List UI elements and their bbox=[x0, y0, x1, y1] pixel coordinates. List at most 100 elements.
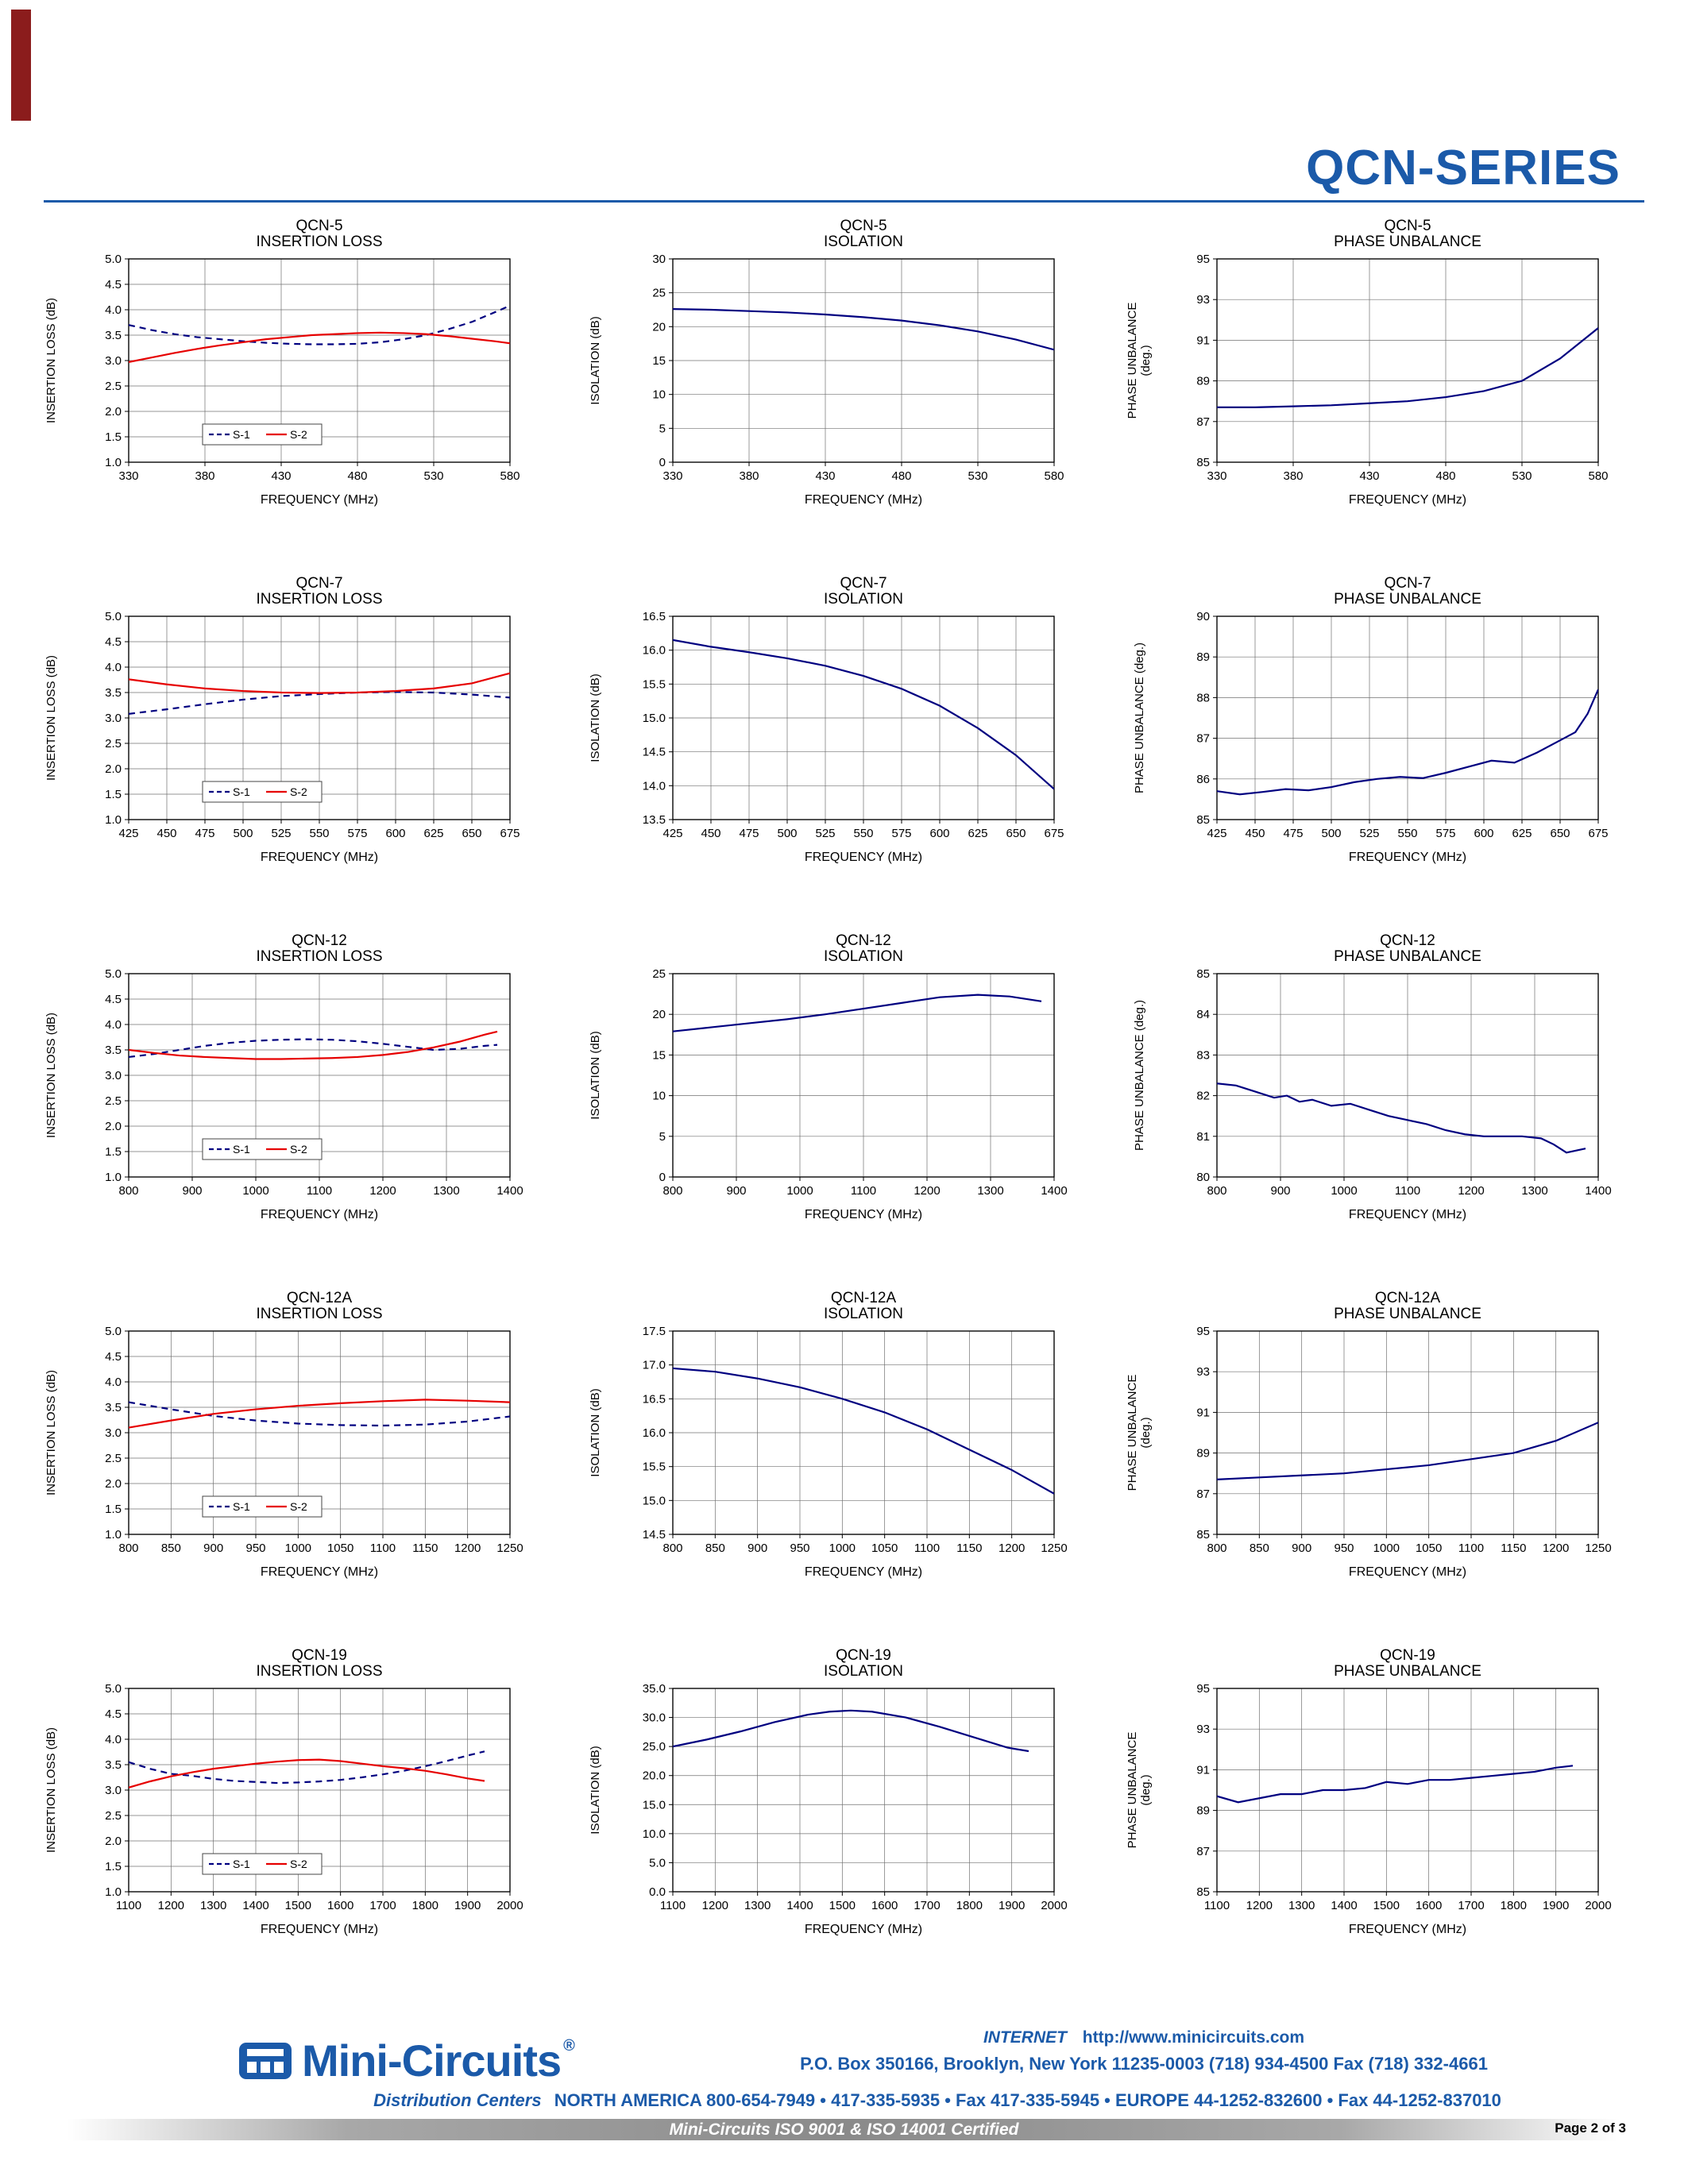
y-tick-label: 95 bbox=[1196, 253, 1210, 266]
distribution-centers-text: NORTH AMERICA 800-654-7949 • 417-335-593… bbox=[554, 2090, 1501, 2110]
x-tick-label: 850 bbox=[1250, 1542, 1269, 1555]
y-tick-label: 1.5 bbox=[105, 1860, 122, 1873]
x-tick-label: 1100 bbox=[370, 1542, 396, 1555]
x-axis-label: FREQUENCY (MHz) bbox=[1349, 1208, 1466, 1221]
y-tick-label: 25.0 bbox=[643, 1740, 666, 1754]
series-s-2 bbox=[129, 1030, 498, 1060]
legend-box bbox=[202, 1138, 323, 1160]
y-tick-label: 2.0 bbox=[105, 1120, 122, 1133]
x-tick-label: 1900 bbox=[454, 1899, 481, 1912]
x-tick-label: 1300 bbox=[977, 1184, 1003, 1198]
series-isolation bbox=[673, 994, 1042, 1032]
y-tick-label: 1.0 bbox=[105, 456, 122, 469]
x-tick-label: 625 bbox=[1512, 827, 1532, 840]
x-tick-label: 2000 bbox=[496, 1899, 523, 1912]
chart-subtitle: PHASE UNBALANCE bbox=[1334, 948, 1481, 965]
chart-qcn-7-isolation: QCN-7 ISOLATION 425 450 475 500 525 550 575 600 62… bbox=[581, 570, 1126, 928]
x-tick-label: 800 bbox=[662, 1542, 682, 1555]
x-tick-label: 1300 bbox=[200, 1899, 226, 1912]
y-tick-label: 20 bbox=[652, 320, 666, 334]
x-tick-label: 530 bbox=[1512, 469, 1532, 483]
y-tick-label: 80 bbox=[1196, 1171, 1210, 1184]
y-tick-label: 4.5 bbox=[105, 993, 122, 1006]
x-axis-label: FREQUENCY (MHz) bbox=[261, 851, 378, 864]
y-tick-label: 85 bbox=[1196, 456, 1210, 469]
x-tick-label: 500 bbox=[1321, 827, 1341, 840]
series-isolation bbox=[673, 1709, 1029, 1753]
x-tick-label: 525 bbox=[271, 827, 291, 840]
y-axis-label: (deg.) bbox=[1139, 1417, 1153, 1448]
y-tick-label: 3.5 bbox=[105, 1758, 122, 1772]
y-tick-label: 4.0 bbox=[105, 1376, 122, 1389]
chart-qcn-5-insertion-loss: QCN-5 INSERTION LOSS 330 380 430 480 530 580 1.0… bbox=[37, 213, 581, 570]
y-tick-label: 14.0 bbox=[643, 779, 666, 793]
legend-label: S-1 bbox=[233, 785, 250, 798]
x-tick-label: 950 bbox=[790, 1542, 809, 1555]
x-tick-label: 1600 bbox=[327, 1899, 353, 1912]
x-tick-label: 575 bbox=[347, 827, 367, 840]
x-tick-label: 525 bbox=[815, 827, 835, 840]
y-axis-label: (deg.) bbox=[1139, 345, 1153, 376]
x-tick-label: 1250 bbox=[1041, 1542, 1067, 1555]
x-tick-label: 1100 bbox=[1204, 1899, 1230, 1912]
x-tick-label: 430 bbox=[1359, 469, 1379, 483]
x-tick-label: 1200 bbox=[702, 1899, 728, 1912]
x-tick-label: 1050 bbox=[327, 1542, 353, 1555]
y-tick-label: 15.0 bbox=[643, 712, 666, 725]
x-tick-label: 1700 bbox=[369, 1899, 396, 1912]
y-tick-label: 91 bbox=[1196, 334, 1210, 347]
legend-label: S-1 bbox=[233, 1500, 250, 1513]
chart-subtitle: PHASE UNBALANCE bbox=[1334, 233, 1481, 250]
x-tick-label: 450 bbox=[156, 827, 176, 840]
plot-area bbox=[1216, 258, 1599, 463]
chart-subtitle: PHASE UNBALANCE bbox=[1334, 1306, 1481, 1322]
x-tick-label: 675 bbox=[1588, 827, 1608, 840]
y-tick-label: 82 bbox=[1196, 1090, 1210, 1103]
chart-subtitle: INSERTION LOSS bbox=[256, 1306, 382, 1322]
y-axis-label: PHASE UNBALANCE bbox=[1126, 303, 1139, 419]
y-tick-label: 4.5 bbox=[105, 635, 122, 649]
x-tick-label: 480 bbox=[891, 469, 911, 483]
x-tick-label: 1150 bbox=[412, 1542, 438, 1555]
x-tick-label: 1800 bbox=[1501, 1899, 1527, 1912]
chart-qcn-12-phase-unbalance: QCN-12 PHASE UNBALANCE 800 900 1000 1100 1200 1… bbox=[1126, 928, 1670, 1285]
x-tick-label: 1600 bbox=[871, 1899, 898, 1912]
y-tick-label: 1.5 bbox=[105, 1145, 122, 1159]
y-tick-label: 81 bbox=[1196, 1130, 1210, 1144]
x-tick-label: 425 bbox=[662, 827, 682, 840]
chart-qcn-12a-isolation: QCN-12A ISOLATION 800 850 900 950 1000 1050 1100… bbox=[581, 1285, 1126, 1642]
x-tick-label: 425 bbox=[1207, 827, 1226, 840]
y-tick-label: 0 bbox=[659, 1171, 666, 1184]
x-axis-label: FREQUENCY (MHz) bbox=[805, 851, 922, 864]
y-axis-label: PHASE UNBALANCE bbox=[1126, 1732, 1139, 1849]
x-tick-label: 550 bbox=[309, 827, 329, 840]
y-axis-label: PHASE UNBALANCE bbox=[1126, 1375, 1139, 1491]
series-s-1 bbox=[129, 1401, 510, 1427]
x-tick-label: 1200 bbox=[999, 1542, 1025, 1555]
chart-title: QCN-12 bbox=[292, 932, 347, 949]
x-tick-label: 575 bbox=[1435, 827, 1455, 840]
x-tick-label: 1150 bbox=[1501, 1542, 1526, 1555]
y-tick-label: 87 bbox=[1196, 415, 1210, 429]
chart-subtitle: INSERTION LOSS bbox=[256, 233, 382, 250]
x-tick-label: 330 bbox=[662, 469, 682, 483]
y-tick-label: 5.0 bbox=[105, 1325, 122, 1338]
y-tick-label: 10.0 bbox=[643, 1827, 666, 1841]
y-tick-label: 5.0 bbox=[649, 1856, 666, 1870]
y-tick-label: 5 bbox=[659, 1130, 666, 1144]
chart-title: QCN-5 bbox=[840, 218, 886, 234]
chart-qcn-12a-insertion-loss: QCN-12A INSERTION LOSS 800 850 900 950 1000 105… bbox=[37, 1285, 581, 1642]
x-tick-label: 1200 bbox=[1246, 1899, 1273, 1912]
x-tick-label: 575 bbox=[891, 827, 911, 840]
series-isolation bbox=[673, 639, 1054, 790]
y-tick-label: 1.0 bbox=[105, 1528, 122, 1542]
legend-label: S-2 bbox=[290, 1500, 307, 1513]
x-axis-label: FREQUENCY (MHz) bbox=[261, 1565, 378, 1579]
x-tick-label: 950 bbox=[1334, 1542, 1354, 1555]
footer: Mini-Circuits ® INTERNET http://www.mini… bbox=[0, 2017, 1688, 2184]
x-axis-label: FREQUENCY (MHz) bbox=[1349, 851, 1466, 864]
y-tick-label: 20 bbox=[652, 1008, 666, 1021]
